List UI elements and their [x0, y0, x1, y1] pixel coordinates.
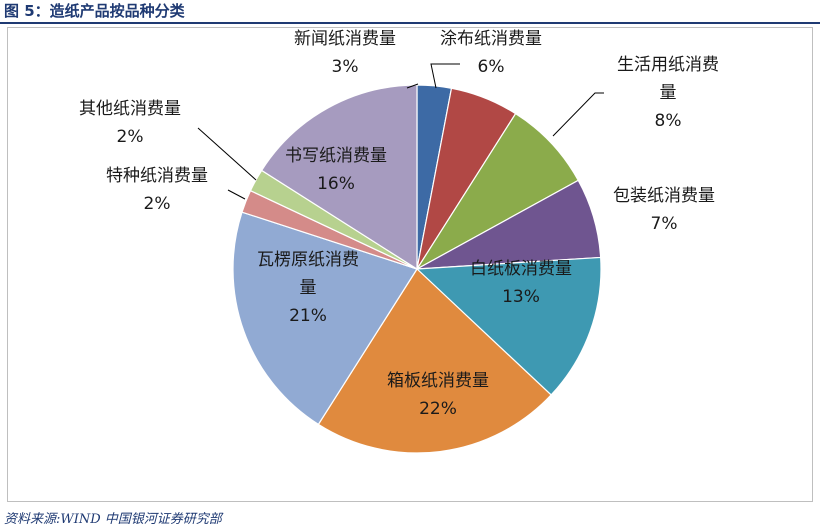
slice-name-label: 包装纸消费量: [613, 186, 715, 206]
leader-line: [406, 83, 419, 89]
leader-line: [430, 63, 460, 89]
source-note: 资料来源:WIND 中国银河证券研究部: [4, 512, 222, 527]
slice-name-label: 其他纸消费量: [79, 99, 181, 119]
pie-slice: [232, 211, 418, 426]
slice-name-label: 瓦楞原纸消费: [257, 250, 359, 270]
leader-lines: [197, 63, 604, 200]
slice-name-label: 生活用纸消费: [617, 55, 719, 75]
pie-slice: [415, 256, 602, 396]
slice-percent-label: 6%: [478, 57, 505, 77]
slice-name-label: 白纸板消费量: [470, 259, 572, 279]
slice-percent-label: 2%: [144, 194, 171, 214]
slice-percent-label: 7%: [651, 214, 678, 234]
slice-percent-label: 2%: [117, 127, 144, 147]
slice-name-label: 箱板纸消费量: [387, 371, 489, 391]
leader-line: [227, 189, 246, 200]
title-rule: [0, 22, 820, 24]
slice-name-label: 新闻纸消费量: [294, 29, 396, 49]
chart-frame: [7, 27, 813, 502]
slice-percent-label: 8%: [655, 111, 682, 131]
pie-slice: [260, 84, 418, 271]
slice-percent-label: 3%: [332, 57, 359, 77]
slice-name-label: 量: [660, 83, 677, 103]
slice-percent-label: 21%: [289, 306, 327, 326]
slice-name-label: 量: [300, 278, 317, 298]
slice-name-label: 特种纸消费量: [106, 166, 208, 186]
slice-name-label: 涂布纸消费量: [440, 29, 542, 49]
pie-slice: [416, 112, 580, 270]
slice-name-label: 书写纸消费量: [285, 146, 387, 166]
slice-percent-label: 16%: [317, 174, 355, 194]
pie-slices: [232, 84, 602, 454]
pie-slice: [317, 268, 552, 454]
figure-title: 图 5：造纸产品按品种分类: [4, 2, 185, 20]
leader-line: [197, 127, 257, 181]
slice-percent-label: 22%: [419, 399, 457, 419]
leader-line: [552, 92, 604, 137]
slice-percent-label: 13%: [502, 287, 540, 307]
